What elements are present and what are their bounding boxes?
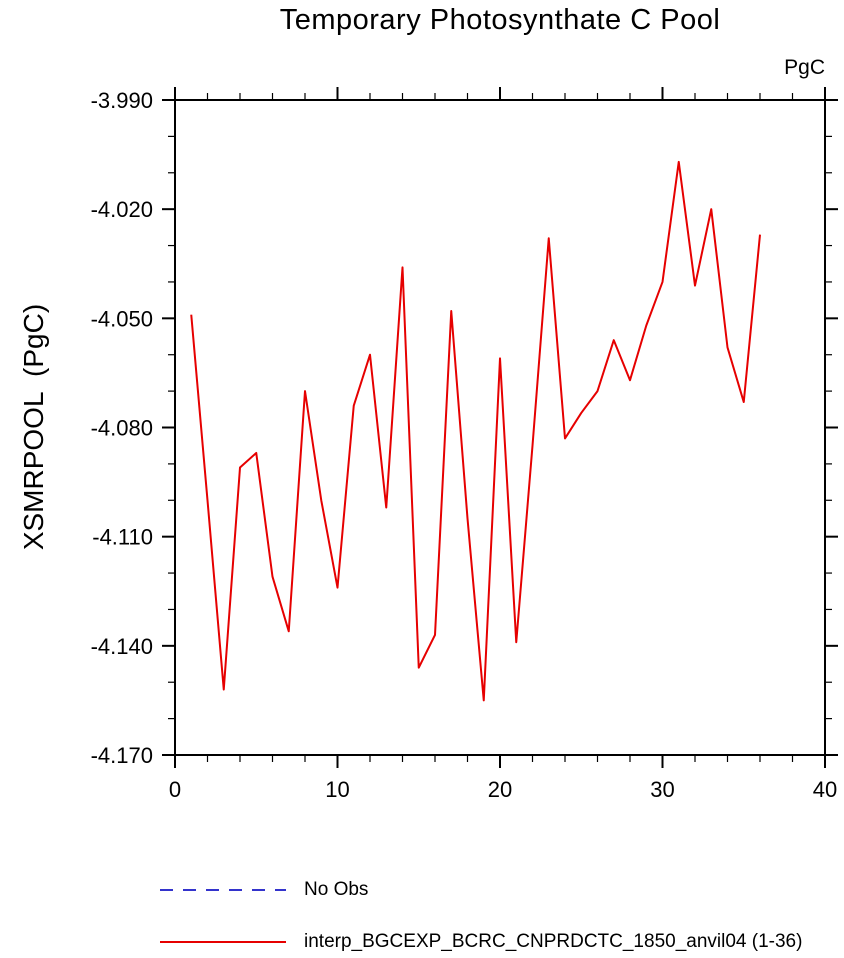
- legend-item-no-obs: No Obs: [158, 879, 368, 901]
- data-series-line: [190, 160, 761, 702]
- legend-label-no-obs: No Obs: [304, 879, 369, 900]
- chart-title: Temporary Photosynthate C Pool: [279, 4, 721, 36]
- y-tick-label: -4.140: [91, 634, 153, 659]
- x-tick-label: 40: [813, 777, 837, 802]
- x-tick-label: 10: [325, 777, 349, 802]
- x-tick-label: 30: [650, 777, 674, 802]
- legend-label-series: interp_BGCEXP_BCRC_CNPRDCTC_1850_anvil04…: [304, 931, 803, 952]
- legend-item-series: interp_BGCEXP_BCRC_CNPRDCTC_1850_anvil04…: [158, 931, 802, 953]
- y-tick-label: -4.080: [91, 416, 153, 441]
- units-label: PgC: [784, 56, 825, 79]
- y-tick-label: -4.170: [91, 743, 153, 768]
- series-line-swatch: [160, 941, 286, 943]
- plot-frame: [174, 99, 826, 756]
- y-tick-label: -4.110: [92, 525, 153, 550]
- y-tick-label: -3.990: [91, 88, 153, 113]
- x-tick-label: 20: [488, 777, 512, 802]
- x-tick-label: 0: [169, 777, 181, 802]
- y-tick-label: -4.050: [91, 306, 153, 331]
- y-tick-label: -4.020: [91, 197, 153, 222]
- no-obs-dashed-line-swatch: [160, 889, 286, 891]
